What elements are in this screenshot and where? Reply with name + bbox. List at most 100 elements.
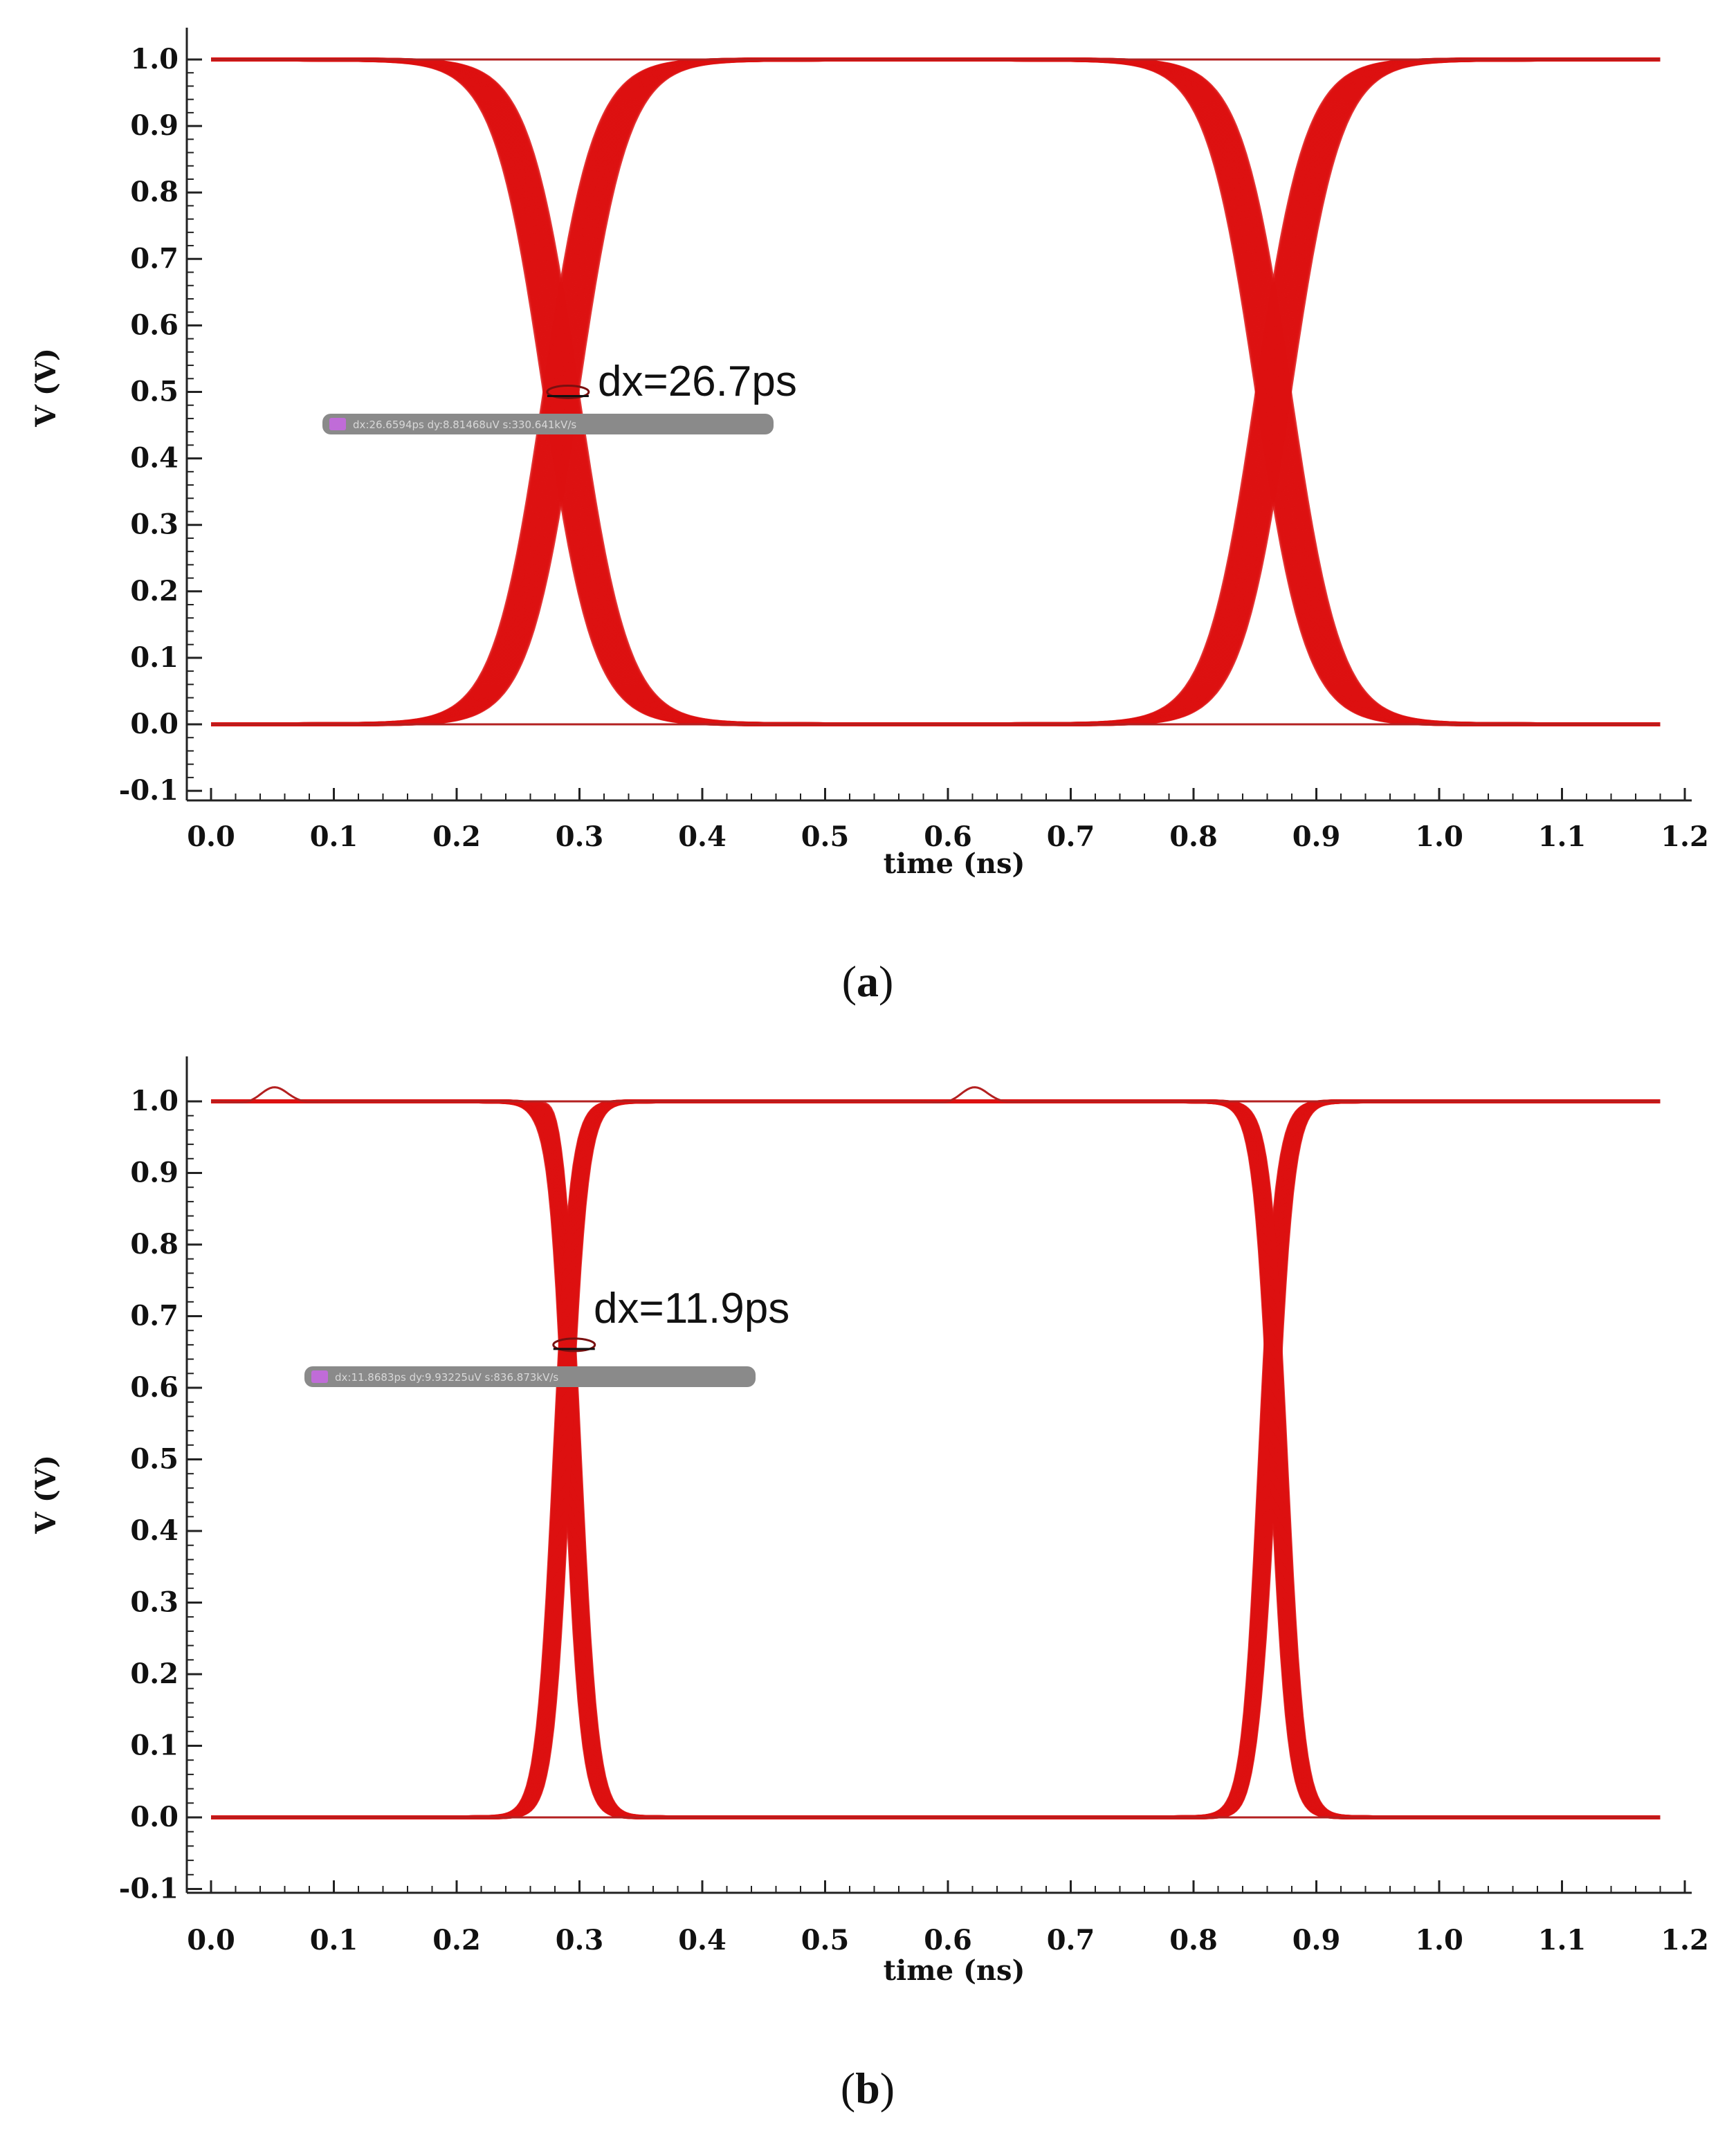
trace-rising-first xyxy=(211,1099,1661,1819)
trace-rising-first xyxy=(211,1099,1661,1819)
trace-falling-first xyxy=(211,1099,1661,1819)
panel-a: 1.00.90.80.70.60.50.40.30.20.10.0-0.1 0.… xyxy=(30,28,1709,1006)
trace-falling-first xyxy=(211,1099,1661,1819)
y-tick-label: 0.9 xyxy=(130,109,179,142)
y-axis: 1.0 0.9 0.8 0.7 0.6 0.5 0.4 0.3 0.2 0.1 0.0 -0.1 xyxy=(119,1056,202,1905)
x-tick-label: 0.4 xyxy=(678,820,727,853)
tooltip-text: dx:26.6594ps dy:8.81468uV s:330.641kV/s xyxy=(353,419,576,431)
x-axis: 0.0 0.1 0.2 0.3 0.4 0.5 0.6 0.7 0.8 0.9 1.0 1.1 1.2 xyxy=(187,788,1709,853)
y-tick-label: 0.3 xyxy=(130,1586,179,1619)
trace-falling-first xyxy=(211,1099,1661,1819)
x-tick-label: 1.1 xyxy=(1538,820,1587,853)
trace-rising-first xyxy=(211,57,1661,726)
trace-falling-first xyxy=(211,1099,1661,1819)
trace-falling-first xyxy=(211,57,1661,726)
trace-falling-first xyxy=(211,57,1661,726)
x-axis-label: time (ns) xyxy=(884,1954,1025,1987)
x-tick-label: 0.6 xyxy=(924,820,972,853)
trace-falling-first xyxy=(211,57,1661,726)
y-tick-label: 0.1 xyxy=(130,1730,179,1762)
x-tick-label: 1.0 xyxy=(1415,1924,1463,1956)
trace-rising-first xyxy=(211,57,1661,726)
trace-rising-first xyxy=(211,1099,1661,1819)
y-axis: 1.0 0.9 0.8 0.7 0.6 0.5 0.4 0.3 0.2 0.1 0.0 -0.1 xyxy=(119,28,202,807)
trace-rising-first xyxy=(211,57,1661,726)
trace-rising-first xyxy=(211,57,1661,726)
y-tick-label: 0.0 xyxy=(130,708,179,740)
trace-falling-first xyxy=(211,57,1661,726)
y-tick-label: 0.1 xyxy=(130,641,179,674)
trace-falling-first xyxy=(211,1099,1661,1819)
trace-rising-first xyxy=(211,57,1661,726)
trace-falling-first xyxy=(211,57,1661,726)
x-tick-label: 1.1 xyxy=(1538,1924,1587,1956)
trace-falling-first xyxy=(211,1099,1661,1819)
trace-rising-first xyxy=(211,1099,1661,1819)
trace-rising-first xyxy=(211,1099,1661,1819)
trace-falling-first xyxy=(211,57,1661,726)
trace-falling-first xyxy=(211,57,1661,726)
dx-annotation: dx=11.9ps xyxy=(594,1285,789,1332)
x-tick-label: 0.3 xyxy=(556,820,604,853)
dx-annotation: dx=26.7ps xyxy=(598,358,797,405)
x-tick-label: 0.0 xyxy=(187,820,235,853)
trace-falling-first xyxy=(211,1099,1661,1819)
trace-rising-first xyxy=(211,1099,1661,1819)
y-tick-label: -0.1 xyxy=(119,774,179,807)
trace-rising-first xyxy=(211,57,1661,726)
y-tick-label: 0.7 xyxy=(130,242,179,275)
y-tick-label: 0.2 xyxy=(130,1658,179,1690)
tooltip: dx:26.6594ps dy:8.81468uV s:330.641kV/s xyxy=(322,414,774,434)
trace-rising-first xyxy=(211,1099,1661,1819)
x-tick-label: 0.0 xyxy=(187,1924,235,1956)
trace-falling-first xyxy=(211,57,1661,726)
trace-rising-first xyxy=(211,57,1661,726)
trace-rising-first xyxy=(211,1099,1661,1819)
y-tick-label: 0.8 xyxy=(130,176,179,208)
rail-high xyxy=(210,1086,1661,1103)
trace-falling-first xyxy=(211,1099,1661,1819)
y-tick-label: 0.6 xyxy=(130,309,179,341)
x-tick-label: 0.2 xyxy=(432,1924,481,1956)
trace-rising-first xyxy=(211,57,1661,726)
trace-falling-first xyxy=(211,1099,1661,1819)
trace-falling-first xyxy=(211,57,1661,726)
trace-falling-first xyxy=(211,57,1661,726)
y-axis-label: V (V) xyxy=(30,1455,62,1534)
trace-falling-first xyxy=(211,1099,1661,1819)
x-tick-label: 0.2 xyxy=(432,820,481,853)
trace-falling-first xyxy=(211,1099,1661,1819)
trace-falling-first xyxy=(211,1099,1661,1819)
trace-rising-first xyxy=(211,1099,1661,1819)
trace-falling-first xyxy=(211,57,1661,726)
trace-rising-first xyxy=(211,1099,1661,1819)
trace-rising-first xyxy=(211,1099,1661,1819)
tooltip: dx:11.8683ps dy:9.93225uV s:836.873kV/s xyxy=(304,1366,756,1387)
eye-traces xyxy=(211,57,1661,726)
trace-falling-first xyxy=(211,1099,1661,1819)
y-tick-label: 0.7 xyxy=(130,1300,179,1332)
trace-falling-first xyxy=(211,1099,1661,1819)
trace-rising-first xyxy=(211,1099,1661,1819)
trace-rising-first xyxy=(211,57,1661,726)
x-tick-label: 0.5 xyxy=(801,820,850,853)
y-tick-label: 0.5 xyxy=(130,376,179,408)
x-tick-label: 0.8 xyxy=(1169,1924,1218,1956)
trace-falling-first xyxy=(211,1099,1661,1819)
x-tick-label: 0.7 xyxy=(1047,1924,1095,1956)
x-tick-label: 0.4 xyxy=(678,1924,727,1956)
trace-falling-first xyxy=(211,1099,1661,1819)
x-tick-label: 1.2 xyxy=(1661,1924,1709,1956)
caption-a: (a) xyxy=(842,957,894,1006)
x-tick-label: 0.5 xyxy=(801,1924,850,1956)
x-axis-label: time (ns) xyxy=(884,847,1025,880)
trace-rising-first xyxy=(211,57,1661,726)
trace-rising-first xyxy=(211,57,1661,726)
x-tick-label: 0.1 xyxy=(310,820,358,853)
y-tick-label: 0.9 xyxy=(130,1157,179,1189)
trace-rising-first xyxy=(211,57,1661,726)
trace-rising-first xyxy=(211,57,1661,726)
trace-falling-first xyxy=(211,1099,1661,1819)
y-tick-label: 0.4 xyxy=(130,442,179,475)
trace-falling-first xyxy=(211,57,1661,726)
